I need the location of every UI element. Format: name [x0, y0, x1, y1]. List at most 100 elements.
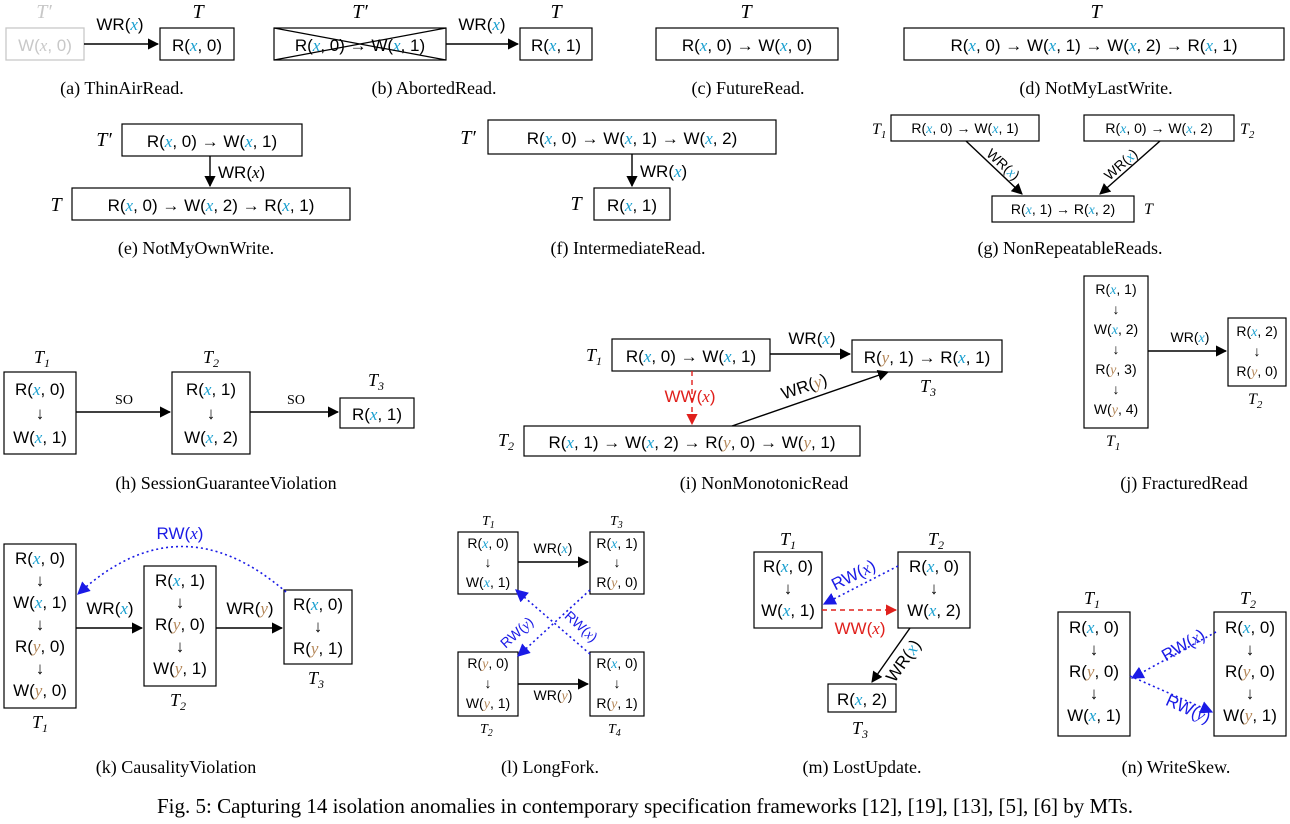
svg-text:W(x, 0): W(x, 0) [18, 36, 72, 55]
svg-text:T1: T1 [1084, 588, 1100, 611]
svg-text:WR(x): WR(x) [458, 15, 505, 34]
svg-text:R(x, 1): R(x, 1) [1095, 281, 1136, 298]
svg-text:T: T [740, 1, 753, 23]
caption-n: (n) WriteSkew. [1122, 757, 1231, 778]
svg-text:T1: T1 [482, 514, 495, 531]
svg-text:T2: T2 [498, 430, 514, 453]
svg-text:R(x, 0) → W(x, 1): R(x, 0) → W(x, 1) [626, 347, 756, 366]
svg-text:R(x, 1): R(x, 1) [596, 535, 637, 552]
svg-text:↓: ↓ [1113, 301, 1120, 317]
svg-text:T1: T1 [872, 121, 886, 141]
svg-text:W(x, 1): W(x, 1) [13, 428, 67, 447]
svg-text:↓: ↓ [1254, 343, 1261, 359]
svg-text:T2: T2 [1248, 391, 1263, 411]
svg-text:R(x, 0) → W(x, 0): R(x, 0) → W(x, 0) [682, 36, 812, 55]
svg-text:↓: ↓ [1246, 684, 1255, 703]
svg-text:W(x, 2): W(x, 2) [1094, 321, 1138, 338]
svg-text:WR(x): WR(x) [983, 145, 1023, 184]
panel-c: T R(x, 0) → W(x, 0) (c) FutureRead. [655, 1, 839, 99]
svg-text:R(x, 1): R(x, 1) [531, 36, 581, 55]
caption-h: (h) SessionGuaranteeViolation [115, 473, 336, 494]
svg-text:R(x, 0): R(x, 0) [15, 549, 65, 568]
panel-j: R(x, 1) ↓ W(x, 2) ↓ R(y, 3) ↓ W(y, 4) T1… [1083, 275, 1287, 494]
svg-text:R(x, 0): R(x, 0) [293, 595, 343, 614]
svg-text:WR(x): WR(x) [86, 599, 133, 618]
svg-text:R(x, 0): R(x, 0) [1069, 618, 1119, 637]
svg-text:R(x, 0) → W(x, 1) → W(x, 2) →: R(x, 0) → W(x, 1) → W(x, 2) → R(x, 1) [950, 36, 1237, 55]
caption-m: (m) LostUpdate. [803, 757, 922, 778]
svg-text:R(x, 0): R(x, 0) [15, 380, 65, 399]
svg-text:R(x, 1): R(x, 1) [186, 380, 236, 399]
panel-h: T1 R(x, 0) ↓ W(x, 1) SO T2 R(x, 1) ↓ W(x… [3, 347, 415, 494]
svg-text:RW(x): RW(x) [828, 556, 878, 594]
figure-canvas: T′ W(x, 0) WR(x) T R(x, 0) (a) ThinAirRe… [3, 1, 1287, 778]
svg-text:T2: T2 [480, 722, 493, 739]
svg-text:W(x, 2): W(x, 2) [907, 601, 961, 620]
figure-caption: Fig. 5: Capturing 14 isolation anomalies… [157, 794, 1133, 818]
svg-text:RW(y): RW(y) [497, 613, 537, 651]
svg-text:WR(y): WR(y) [534, 687, 573, 704]
svg-text:↓: ↓ [1113, 381, 1120, 397]
svg-text:WR(x): WR(x) [534, 540, 573, 557]
svg-text:R(y, 1) → R(x, 1): R(y, 1) → R(x, 1) [864, 348, 991, 367]
svg-text:W(y, 1): W(y, 1) [1223, 706, 1277, 725]
panel-a: T′ W(x, 0) WR(x) T R(x, 0) (a) ThinAirRe… [5, 1, 235, 99]
svg-text:WR(x): WR(x) [640, 162, 687, 181]
panel-d: T R(x, 0) → W(x, 1) → W(x, 2) → R(x, 1) … [903, 1, 1285, 99]
svg-text:R(y, 0): R(y, 0) [1069, 662, 1119, 681]
svg-text:↓: ↓ [784, 579, 793, 598]
svg-text:R(y, 0): R(y, 0) [1236, 363, 1277, 380]
svg-text:R(x, 0): R(x, 0) [763, 557, 813, 576]
svg-text:W(x, 2): W(x, 2) [184, 428, 238, 447]
panel-f: T′ R(x, 0) → W(x, 1) → W(x, 2) WR(x) T R… [460, 119, 777, 259]
caption-f: (f) IntermediateRead. [551, 238, 706, 259]
svg-text:RW(x): RW(x) [561, 607, 601, 645]
panel-g: T1 R(x, 0) → W(x, 1) R(x, 0) → W(x, 2) T… [872, 114, 1255, 259]
svg-text:T3: T3 [610, 514, 623, 531]
caption-l: (l) LongFork. [501, 757, 599, 778]
svg-text:R(x, 0) → W(x, 1): R(x, 0) → W(x, 1) [147, 132, 277, 151]
panel-n: T1 R(x, 0) ↓ R(y, 0) ↓ W(x, 1) T2 R(x, 0… [1057, 588, 1287, 778]
svg-text:R(y, 1): R(y, 1) [293, 639, 343, 658]
svg-text:↓: ↓ [36, 659, 45, 678]
svg-text:WW(x): WW(x) [665, 387, 716, 406]
svg-text:T: T [1144, 201, 1154, 218]
svg-text:WR(y): WR(y) [226, 599, 273, 618]
svg-text:R(x, 0): R(x, 0) [172, 36, 222, 55]
svg-text:W(x, 1): W(x, 1) [13, 593, 67, 612]
svg-text:W(y, 1): W(y, 1) [466, 695, 510, 712]
svg-text:R(x, 2): R(x, 2) [837, 690, 887, 709]
svg-text:R(x, 0) → W(x, 2) → R(x, 1): R(x, 0) → W(x, 2) → R(x, 1) [108, 196, 315, 215]
svg-text:R(x, 0): R(x, 0) [467, 535, 508, 552]
svg-text:R(x, 0): R(x, 0) [1225, 618, 1275, 637]
svg-text:T′: T′ [352, 1, 368, 23]
svg-text:WR(x): WR(x) [1101, 145, 1141, 184]
caption-a: (a) ThinAirRead. [60, 78, 184, 99]
svg-text:WR(x): WR(x) [788, 329, 835, 348]
svg-text:↓: ↓ [1090, 640, 1099, 659]
svg-text:SO: SO [115, 393, 133, 408]
svg-text:↓: ↓ [930, 579, 939, 598]
svg-text:W(y, 1): W(y, 1) [153, 659, 207, 678]
svg-text:T2: T2 [203, 347, 219, 370]
svg-text:↓: ↓ [207, 404, 216, 423]
svg-text:T3: T3 [852, 718, 868, 741]
svg-text:T1: T1 [34, 347, 50, 370]
svg-text:W(x, 1): W(x, 1) [761, 601, 815, 620]
panel-m: T1 R(x, 0) ↓ W(x, 1) T2 R(x, 0) ↓ W(x, 2… [753, 529, 971, 778]
svg-text:T2: T2 [170, 690, 186, 713]
svg-text:W(y, 0): W(y, 0) [13, 681, 67, 700]
svg-text:SO: SO [287, 393, 305, 408]
svg-text:↓: ↓ [36, 571, 45, 590]
svg-text:T3: T3 [920, 376, 936, 399]
svg-text:T1: T1 [586, 345, 602, 368]
svg-text:R(y, 0): R(y, 0) [1225, 662, 1275, 681]
svg-text:T: T [570, 193, 583, 215]
panel-l: T1 R(x, 0) ↓ W(x, 1) T3 R(x, 1) ↓ R(y, 0… [457, 514, 645, 778]
svg-text:T1: T1 [1106, 433, 1120, 453]
svg-text:R(x, 1) → W(x, 2) → R(y, 0) →: R(x, 1) → W(x, 2) → R(y, 0) → W(y, 1) [548, 433, 835, 452]
svg-text:R(x, 0): R(x, 0) [909, 557, 959, 576]
svg-text:R(x, 1): R(x, 1) [155, 571, 205, 590]
svg-text:T3: T3 [368, 370, 384, 393]
svg-text:T2: T2 [928, 529, 944, 552]
